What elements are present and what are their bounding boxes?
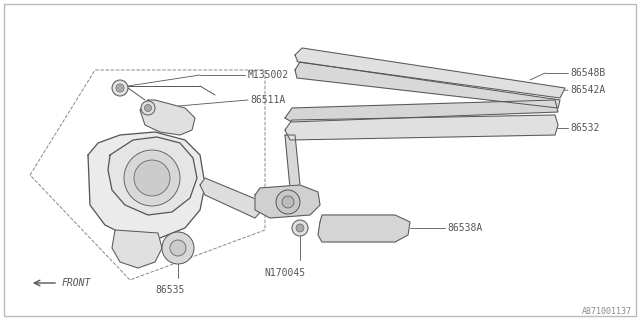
Circle shape (124, 150, 180, 206)
Circle shape (116, 84, 124, 92)
Text: 86535: 86535 (156, 285, 185, 295)
Text: 86511A: 86511A (250, 95, 285, 105)
Circle shape (292, 220, 308, 236)
Polygon shape (112, 230, 162, 268)
Text: N170045: N170045 (264, 268, 305, 278)
Polygon shape (285, 135, 300, 188)
Text: 86548B: 86548B (570, 68, 605, 78)
Polygon shape (108, 137, 197, 215)
Polygon shape (88, 132, 205, 238)
Circle shape (145, 105, 152, 111)
Polygon shape (255, 185, 320, 218)
Text: FRONT: FRONT (62, 278, 92, 288)
Circle shape (134, 160, 170, 196)
Circle shape (296, 224, 304, 232)
Circle shape (282, 196, 294, 208)
Text: 86542A: 86542A (570, 85, 605, 95)
Polygon shape (318, 215, 410, 242)
Polygon shape (285, 115, 558, 140)
Polygon shape (295, 62, 560, 108)
Circle shape (141, 101, 155, 115)
Polygon shape (295, 48, 565, 98)
Circle shape (162, 232, 194, 264)
Circle shape (170, 240, 186, 256)
Polygon shape (200, 178, 262, 218)
Circle shape (276, 190, 300, 214)
Text: 86532: 86532 (570, 123, 600, 133)
Text: M135002: M135002 (248, 70, 289, 80)
Text: A871001137: A871001137 (582, 307, 632, 316)
Text: 86538A: 86538A (447, 223, 483, 233)
Circle shape (112, 80, 128, 96)
Polygon shape (140, 100, 195, 135)
Polygon shape (285, 100, 558, 122)
